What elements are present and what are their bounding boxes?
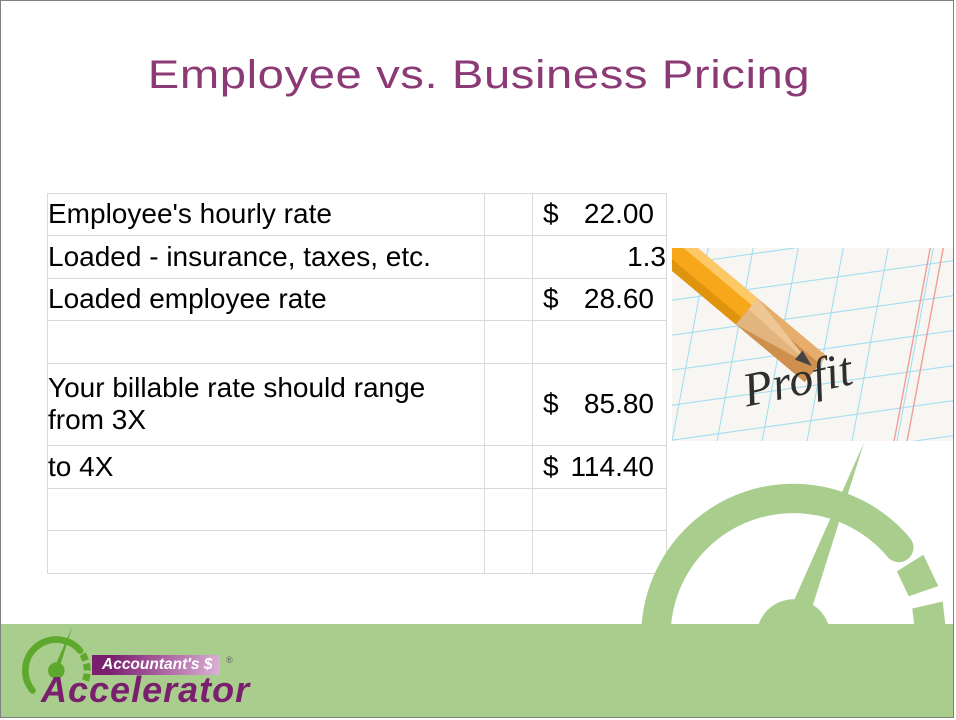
svg-text:Profit: Profit [737, 342, 858, 417]
